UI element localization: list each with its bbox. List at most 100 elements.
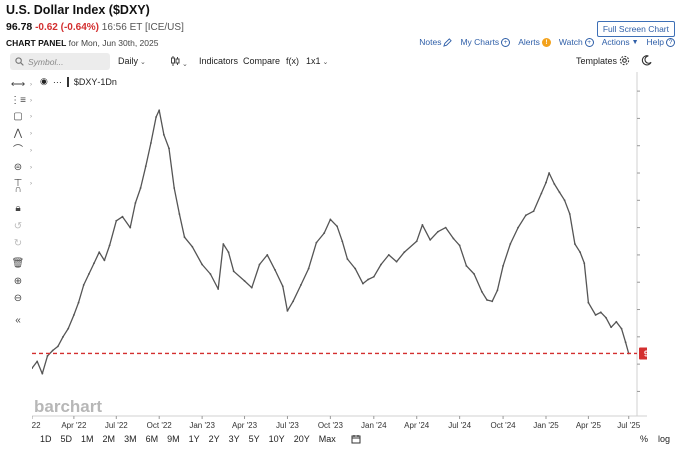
range-button-2y[interactable]: 2Y [208,434,220,444]
price-point [129,226,132,229]
alert-warning-icon: ! [541,37,551,47]
layout-label: 1x1 [306,56,321,66]
function-button[interactable]: f(x) [286,56,299,66]
price-point [82,284,85,286]
range-button-6m[interactable]: 6M [145,434,159,444]
caret-down-icon: ▼ [631,38,639,46]
price-point [243,279,246,282]
actions-label: Actions [601,37,630,47]
legend-menu-icon[interactable]: ··· [52,76,62,87]
x-tick-label: Apr '25 [576,421,602,430]
page-title: U.S. Dollar Index ($DXY) [6,3,150,17]
price-point [162,133,165,136]
zoom-in-button[interactable]: ⊕ [8,275,28,289]
price-point [108,244,111,247]
range-button-1y[interactable]: 1Y [188,434,200,444]
symbol-search-input[interactable]: Symbol... [10,53,110,70]
chart-panel-line: CHART PANEL for Mon, Jun 30th, 2025 [6,38,158,48]
indicators-button[interactable]: Indicators [199,56,239,66]
price-point [491,300,494,303]
price-point [323,232,326,234]
price-chart-svg[interactable]: barchart94.0096.0098.00100.00102.00104.0… [23,72,678,434]
my-charts-link[interactable]: My Charts + [460,37,511,47]
percent-scale-toggle[interactable]: % [639,434,648,444]
pattern-icon: ⋀ [13,128,23,139]
range-button-3m[interactable]: 3M [124,434,137,444]
watch-link[interactable]: Watch + [559,37,594,47]
pattern-tool[interactable]: ⋀ › [8,127,32,141]
price-point [553,183,556,185]
compare-button[interactable]: Compare [243,56,281,66]
lock-tool[interactable]: 🔒︎ [8,202,28,216]
full-screen-chart-button[interactable]: Full Screen Chart [596,21,675,37]
magnet-tool[interactable]: ∩ [8,183,28,197]
settings-button[interactable] [619,55,630,68]
caret-right-icon: › [30,181,32,187]
symbol-search-placeholder: Symbol... [28,56,64,67]
range-button-1d[interactable]: 1D [40,434,52,444]
x-tick-label: Oct '24 [491,421,517,430]
undo-button[interactable]: ↺ [8,220,28,234]
eye-icon[interactable]: ◉ [40,76,48,86]
range-button-20y[interactable]: 20Y [293,434,310,444]
templates-button[interactable]: Templates [576,56,618,66]
redo-button[interactable]: ↻ [8,237,28,251]
range-button-5y[interactable]: 5Y [248,434,260,444]
price-point [444,226,447,229]
zoom-out-button[interactable]: ⊖ [8,292,28,306]
price-point [67,327,70,330]
interval-select[interactable]: Daily ⌄ [118,56,146,66]
price-point [56,345,59,348]
range-button-3y[interactable]: 3Y [228,434,240,444]
price-point [134,202,137,204]
price-point [341,240,344,243]
measure-tool[interactable]: ⊜ › [8,161,32,175]
chart-panel-label: CHART PANEL [6,38,67,48]
fibonacci-icon: ⌒ [13,145,23,156]
chevron-down-icon: ⌄ [322,59,329,66]
last-price: 96.78 [6,21,33,33]
price-point [524,214,527,217]
crosshair-tool[interactable]: ⟷ › [8,78,32,92]
range-button-5d[interactable]: 5D [60,434,73,444]
range-button-9m[interactable]: 9M [167,434,180,444]
range-button-2m[interactable]: 2M [102,434,116,444]
layout-select[interactable]: 1x1 ⌄ [306,56,328,66]
price-point [568,213,571,215]
collapse-toolbar-button[interactable]: « [8,314,28,328]
price-point [620,327,623,330]
theme-toggle[interactable] [641,55,652,68]
price-point [496,289,499,292]
text-tool[interactable]: ⊤ › [8,177,32,191]
range-button-1m[interactable]: 1M [81,434,94,444]
alerts-link[interactable]: Alerts ! [518,37,551,47]
fibonacci-tool[interactable]: ⌒ › [8,144,32,158]
delete-drawings-button[interactable]: 🗑︎ [8,257,28,271]
redo-icon: ↻ [13,238,23,249]
scale-options: % log [640,434,670,444]
price-point [610,326,613,329]
shape-tool[interactable]: ▢ › [8,110,32,124]
help-link[interactable]: Help ? [647,37,675,47]
x-tick-label: Jan '23 [189,421,215,430]
actions-menu[interactable]: Actions ▼ [602,37,639,47]
price-point [41,372,44,375]
calendar-icon[interactable] [351,434,361,446]
trendline-tool[interactable]: ⋮≡ › [8,94,32,108]
line-tools-icon: ⋮≡ [10,95,26,106]
notes-link[interactable]: Notes [419,37,453,47]
log-scale-toggle[interactable]: log [657,434,670,444]
range-button-max[interactable]: Max [318,434,336,444]
chart-legend: ◉ ··· $DXY -1Dn [40,76,117,87]
range-button-10y[interactable]: 10Y [268,434,285,444]
price-point [274,269,276,271]
top-links: Notes My Charts + Alerts ! Watch + Actio… [419,37,675,47]
price-series-line [31,109,630,375]
rectangle-icon: ▢ [13,111,23,122]
price-point [115,219,118,222]
legend-interval: -1Dn [97,76,117,87]
price-point [292,300,295,303]
chart-type-select[interactable]: ⌄ [170,56,188,68]
x-tick-label: Jul '23 [276,421,299,430]
price-chart[interactable]: barchart94.0096.0098.00100.00102.00104.0… [23,72,678,434]
